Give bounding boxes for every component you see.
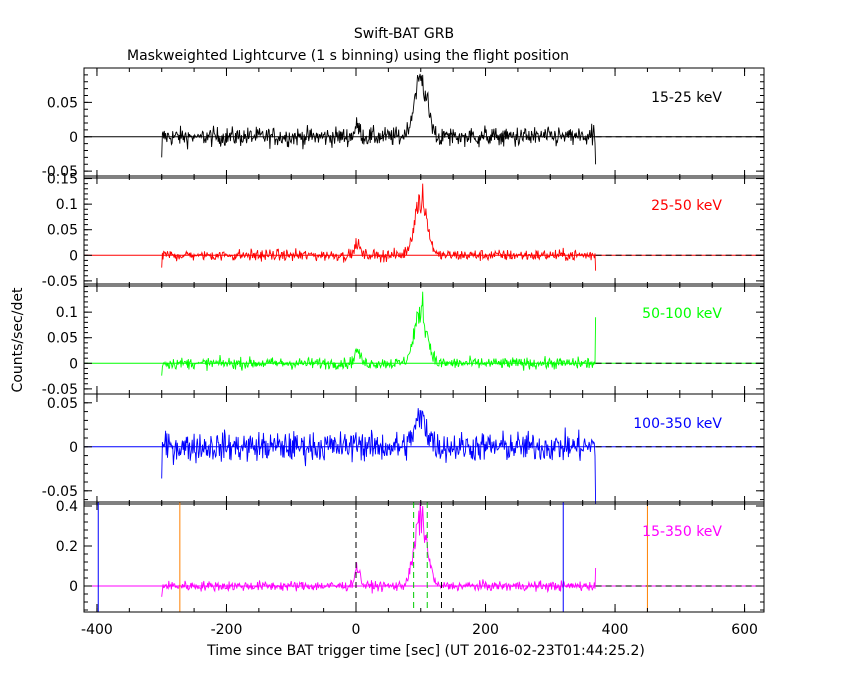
y-tick-label: 0.05 (47, 331, 78, 347)
y-tick-label: 0 (69, 356, 78, 372)
panel-frame (83, 393, 765, 505)
x-tick-label: 600 (731, 622, 758, 638)
panels-group: -0.05 0 0.05 15-25 keV -0.05 0 0.05 0.1 0.15 25-5… (42, 67, 765, 638)
y-tick-label: 0 (69, 440, 78, 456)
chart-subtitle: Maskweighted Lightcurve (1 s binning) us… (127, 48, 569, 64)
y-tick-label: -0.05 (42, 274, 78, 290)
x-tick-label: -200 (211, 622, 243, 638)
lightcurve-trace (161, 73, 597, 165)
lightcurve-trace (161, 291, 597, 376)
y-tick-label: 0 (69, 248, 78, 264)
panel-1: -0.05 0 0.05 15-25 keV (42, 67, 765, 180)
x-tick-label: 200 (472, 622, 499, 638)
panel-4: -0.05 0 0.05 100-350 keV (42, 393, 765, 505)
y-tick-label: 0.1 (56, 197, 78, 213)
x-axis-label: Time since BAT trigger time [sec] (UT 20… (206, 643, 645, 659)
x-tick-label: 0 (352, 622, 361, 638)
y-tick-label: -0.05 (42, 484, 78, 500)
band-label: 25-50 keV (651, 198, 722, 214)
panel-frame (83, 283, 765, 395)
y-tick-label: 0.1 (56, 305, 78, 321)
x-tick-label: -400 (81, 622, 113, 638)
panel-frame (83, 67, 765, 179)
y-tick-label: -0.05 (42, 164, 78, 180)
band-label: 15-350 keV (642, 524, 722, 540)
chart-title: Swift-BAT GRB (354, 26, 454, 42)
band-label: 15-25 keV (651, 90, 722, 106)
x-tick-label: 400 (602, 622, 629, 638)
panel-3: -0.05 0 0.05 0.1 50-100 keV (42, 283, 765, 398)
lightcurve-trace (161, 502, 597, 597)
band-label: 100-350 keV (633, 416, 722, 432)
panel-5: 0 0.2 0.4 15-350 keV (56, 499, 765, 613)
lightcurve-trace (161, 183, 597, 271)
y-tick-label: 0.05 (47, 223, 78, 239)
y-tick-label: 0.15 (47, 172, 78, 188)
y-tick-label: 0.05 (47, 396, 78, 412)
y-tick-label: 0.2 (56, 539, 78, 555)
lightcurve-trace (161, 408, 597, 505)
panel-frame (83, 175, 765, 287)
y-tick-label: -0.05 (42, 382, 78, 398)
y-tick-label: 0 (69, 579, 78, 595)
panel-2: -0.05 0 0.05 0.1 0.15 25-50 keV (42, 172, 765, 290)
y-axis-label: Counts/sec/det (10, 287, 26, 392)
panel-frame (83, 501, 765, 613)
y-tick-label: 0.4 (56, 499, 78, 515)
band-label: 50-100 keV (642, 306, 722, 322)
y-tick-label: 0 (69, 130, 78, 146)
y-tick-label: 0.05 (47, 95, 78, 111)
